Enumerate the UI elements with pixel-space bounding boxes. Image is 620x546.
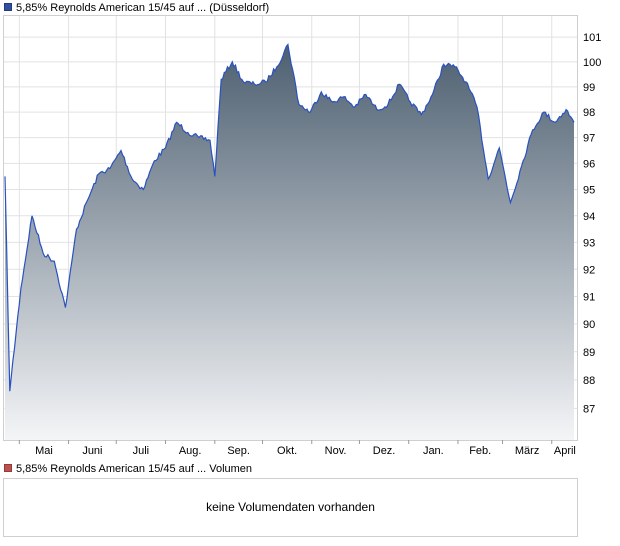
y-tick-label: 95	[583, 184, 595, 196]
x-tick-label: Nov.	[325, 445, 347, 457]
y-tick-label: 101	[583, 32, 601, 44]
y-tick-label: 99	[583, 82, 595, 94]
y-tick-label: 98	[583, 107, 595, 119]
x-tick-label: Sep.	[227, 445, 250, 457]
y-tick-label: 92	[583, 264, 595, 276]
x-tick-label: Juni	[82, 445, 102, 457]
no-volume-message: keine Volumendaten vorhanden	[206, 500, 375, 514]
y-tick-label: 91	[583, 291, 595, 303]
y-tick-label: 94	[583, 211, 595, 223]
x-axis: Mai Juni Juli Aug. Sep. Okt. Nov. Dez. Jan. Feb. M…	[18, 440, 576, 457]
price-legend-label: 5,85% Reynolds American 15/45 auf ... (D…	[16, 2, 270, 14]
x-tick-label: April	[554, 445, 576, 457]
x-tick-label: Feb.	[469, 445, 491, 457]
y-tick-label: 96	[583, 158, 595, 170]
x-tick-label: Mai	[35, 445, 53, 457]
x-tick-label: Juli	[133, 445, 150, 457]
price-chart: 87 88 89 90 91 92 93 94 95 96 97 98 99 100 101 Mai Juni…	[3, 15, 601, 457]
y-tick-label: 97	[583, 133, 595, 145]
x-tick-label: Okt.	[277, 445, 297, 457]
price-line	[4, 43, 575, 392]
plot-frame	[3, 15, 578, 441]
price-legend: 5,85% Reynolds American 15/45 auf ... (D…	[4, 2, 269, 14]
volume-panel: keine Volumendaten vorhanden	[3, 478, 578, 537]
price-series-swatch	[4, 3, 12, 11]
y-tick-label: 88	[583, 375, 595, 387]
price-area	[5, 44, 574, 440]
x-tick-label: Jan.	[423, 445, 444, 457]
y-tick-label: 90	[583, 319, 595, 331]
x-tick-label: Aug.	[179, 445, 202, 457]
y-tick-label: 87	[583, 403, 595, 415]
volume-legend-label: 5,85% Reynolds American 15/45 auf ... Vo…	[16, 463, 253, 475]
volume-legend: 5,85% Reynolds American 15/45 auf ... Vo…	[4, 463, 252, 475]
y-tick-label: 93	[583, 237, 595, 249]
y-tick-label: 89	[583, 347, 595, 359]
y-axis: 87 88 89 90 91 92 93 94 95 96 97 98 99 100 101	[583, 32, 601, 415]
volume-series-swatch	[4, 464, 12, 472]
x-tick-label: Dez.	[373, 445, 396, 457]
x-tick-label: März	[515, 445, 539, 457]
y-tick-label: 100	[583, 57, 601, 69]
